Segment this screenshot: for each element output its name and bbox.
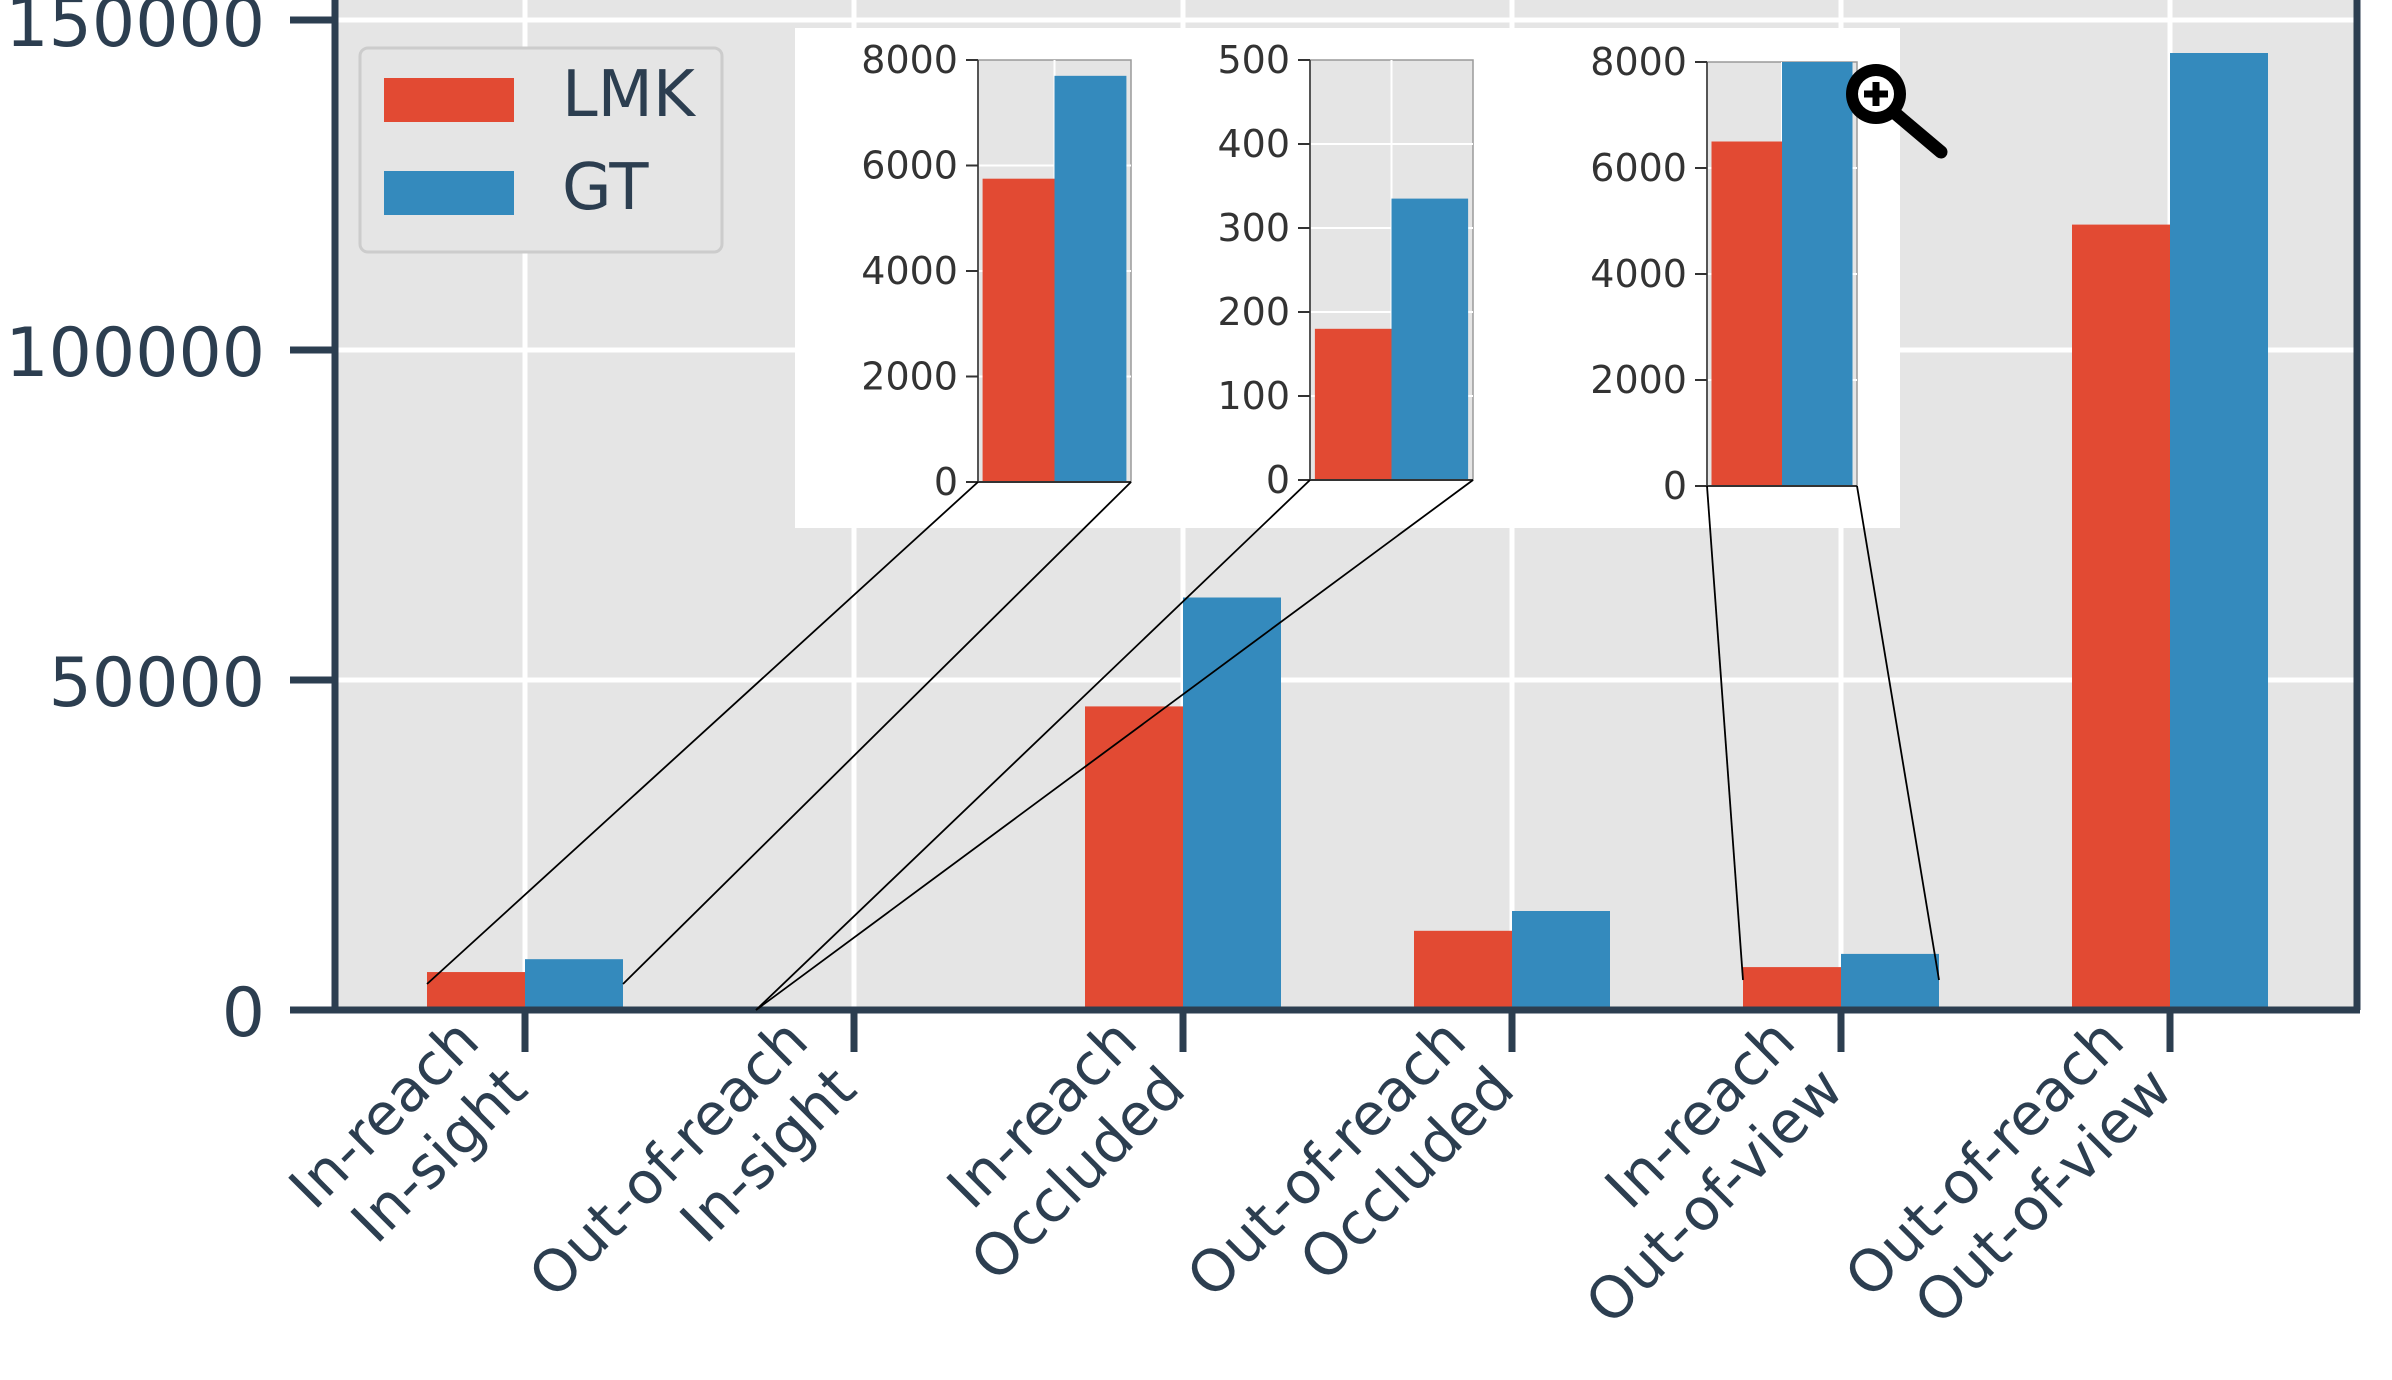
inset-tick-label: 500 [1217,38,1290,82]
x-tick-label: Out-of-reachIn-sight [516,1006,869,1359]
inset-panel: 0 100 200 300 400 500 [755,38,1474,1011]
inset-bar-gt [1391,198,1469,480]
inset-tick-label: 8000 [1590,40,1687,84]
legend-label-lmk: LMK [562,58,697,132]
bar-gt [1183,597,1281,1010]
inset-bar-lmk [1314,328,1392,480]
zoom-in-magnifier-icon[interactable] [1846,64,1948,159]
inset-tick-label: 200 [1217,290,1290,334]
inset-tick-label: 0 [1663,464,1687,508]
x-tick-label: In-reachOccluded [910,1006,1198,1294]
x-tick-label: Out-of-reachOut-of-view [1832,1006,2185,1359]
inset-tick-label: 4000 [861,249,958,293]
inset-connector-line [755,479,1311,1011]
x-tick-label: In-reachIn-sight [276,1006,540,1270]
inset-bar-lmk [1711,141,1782,486]
inset-panels: 0 2000 4000 6000 8000 0 100 200 300 400 500 0 2000 40… [426,28,1940,1011]
y-tick-label: 0 [222,974,265,1053]
inset-tick-label: 6000 [1590,146,1687,190]
inset-tick-label: 100 [1217,374,1290,418]
inset-background [795,28,995,528]
y-tick-label: 100000 [5,314,265,393]
bar-lmk [1743,967,1841,1010]
inset-connector-line [755,479,1474,1011]
inset-panel: 0 2000 4000 6000 8000 [426,38,1132,985]
legend-label-gt: GT [562,151,649,225]
bar-gt [2170,53,2268,1010]
bar-lmk [1414,930,1512,1010]
inset-panel: 0 2000 4000 6000 8000 [1590,40,1940,981]
x-tick-label: Out-of-reachOccluded [1174,1006,1527,1359]
bar-lmk [1085,706,1183,1010]
bar-gt [525,959,623,1010]
x-tick-label: In-reachOut-of-view [1524,1006,1856,1338]
inset-bar-gt [1782,62,1853,486]
inset-tick-label: 6000 [861,144,958,188]
inset-connector-line [1706,485,1744,981]
y-tick-label: 50000 [49,644,265,723]
inset-bar-gt [1054,75,1127,482]
y-tick-label: 150000 [5,0,265,63]
legend: LMK GT [358,46,724,254]
legend-swatch-lmk [384,78,514,122]
legend-swatch-gt [384,171,514,215]
inset-connector-line [622,481,1132,985]
inset-tick-label: 300 [1217,206,1290,250]
inset-tick-label: 2000 [861,355,958,399]
inset-tick-label: 2000 [1590,358,1687,402]
inset-tick-label: 4000 [1590,252,1687,296]
inset-connector-line [426,481,979,985]
bar-gt [1841,953,1939,1010]
y-axis-ticks: 0 50000 100000 150000 [5,0,335,1053]
bar-lmk [427,972,525,1010]
inset-tick-label: 8000 [861,38,958,82]
bar-lmk [2072,224,2170,1011]
main-bars [427,53,2268,1011]
inset-tick-label: 400 [1217,122,1290,166]
inset-connector-line [1856,485,1940,981]
axes [290,0,2361,1014]
inset-tick-label: 0 [934,460,958,504]
inset-bar-lmk [982,178,1055,482]
bar-gt [1512,911,1610,1010]
inset-tick-label: 0 [1266,458,1290,502]
